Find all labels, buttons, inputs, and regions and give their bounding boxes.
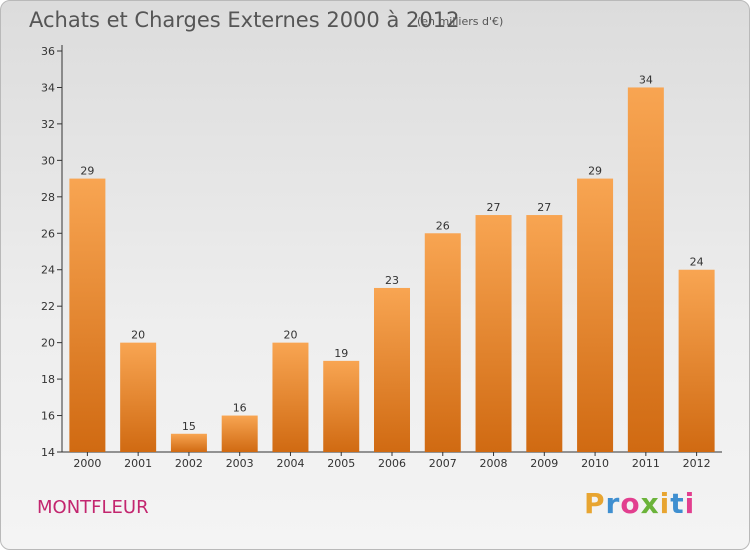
- bar-2003: [221, 415, 258, 452]
- y-tick-label: 14: [41, 446, 55, 459]
- x-tick-label-2004: 2004: [276, 457, 304, 470]
- x-tick-label-2001: 2001: [124, 457, 152, 470]
- x-tick-label-2009: 2009: [530, 457, 558, 470]
- y-tick-label: 24: [41, 264, 55, 277]
- chart-bars: [69, 87, 715, 453]
- data-label-2003: 16: [233, 402, 247, 415]
- bar-2012: [678, 269, 715, 452]
- logo-letter: t: [670, 487, 685, 520]
- commune-name: MONTFLEUR: [37, 497, 149, 518]
- chart-subtitle: (en milliers d'€): [417, 15, 504, 28]
- data-label-2005: 19: [334, 347, 348, 360]
- x-tick-label-2012: 2012: [683, 457, 711, 470]
- bar-2005: [323, 360, 360, 452]
- x-tick-label-2005: 2005: [327, 457, 355, 470]
- chart-axes: 14 16 18 20 22 24 26 28 30 32 34 36: [41, 45, 722, 459]
- bar-2000: [69, 178, 106, 452]
- data-label-2006: 23: [385, 274, 399, 287]
- logo-letter: i: [659, 487, 671, 520]
- proxiti-logo: Proxiti: [584, 487, 695, 520]
- y-tick-label: 16: [41, 410, 55, 423]
- logo-letter: o: [620, 487, 641, 520]
- bar-2004: [272, 342, 309, 452]
- y-tick-label: 36: [41, 45, 55, 58]
- logo-letter: P: [584, 487, 606, 520]
- chart-labels: 29 2000 20 2001 15 2002 16 2003 20 2004 19 2005 23 20…: [73, 73, 710, 470]
- y-tick-label: 32: [41, 118, 55, 131]
- y-tick-label: 26: [41, 227, 55, 240]
- bar-2009: [526, 215, 563, 452]
- y-tick-label: 22: [41, 300, 55, 313]
- x-tick-label-2010: 2010: [581, 457, 609, 470]
- x-tick-label-2003: 2003: [226, 457, 254, 470]
- logo-letter: i: [684, 487, 696, 520]
- x-tick-label-2007: 2007: [429, 457, 457, 470]
- data-label-2010: 29: [588, 165, 602, 178]
- y-tick-label: 20: [41, 337, 55, 350]
- x-tick-label-2002: 2002: [175, 457, 203, 470]
- chart-title: Achats et Charges Externes 2000 à 2012: [29, 8, 460, 32]
- data-label-2012: 24: [690, 256, 704, 269]
- y-tick-label: 28: [41, 191, 55, 204]
- bar-2010: [577, 178, 614, 452]
- bar-2011: [627, 87, 664, 453]
- bar-2006: [374, 287, 410, 452]
- bar-2007: [424, 233, 461, 452]
- data-label-2008: 27: [487, 201, 501, 214]
- logo-letter: x: [640, 487, 660, 520]
- y-tick-label: 34: [41, 81, 55, 94]
- data-label-2011: 34: [639, 73, 653, 86]
- bar-2002: [170, 433, 207, 452]
- data-label-2009: 27: [537, 201, 551, 214]
- logo-letter: r: [605, 487, 621, 520]
- data-label-2001: 20: [131, 329, 145, 342]
- y-tick-label: 18: [41, 373, 55, 386]
- x-tick-label-2011: 2011: [632, 457, 660, 470]
- x-tick-label-2000: 2000: [73, 457, 101, 470]
- data-label-2002: 15: [182, 420, 196, 433]
- y-tick-label: 30: [41, 154, 55, 167]
- x-tick-label-2006: 2006: [378, 457, 406, 470]
- data-label-2004: 20: [283, 329, 297, 342]
- bar-2008: [475, 215, 512, 452]
- bar-2001: [120, 342, 157, 452]
- x-tick-label-2008: 2008: [480, 457, 508, 470]
- data-label-2007: 26: [436, 219, 450, 232]
- data-label-2000: 29: [80, 165, 94, 178]
